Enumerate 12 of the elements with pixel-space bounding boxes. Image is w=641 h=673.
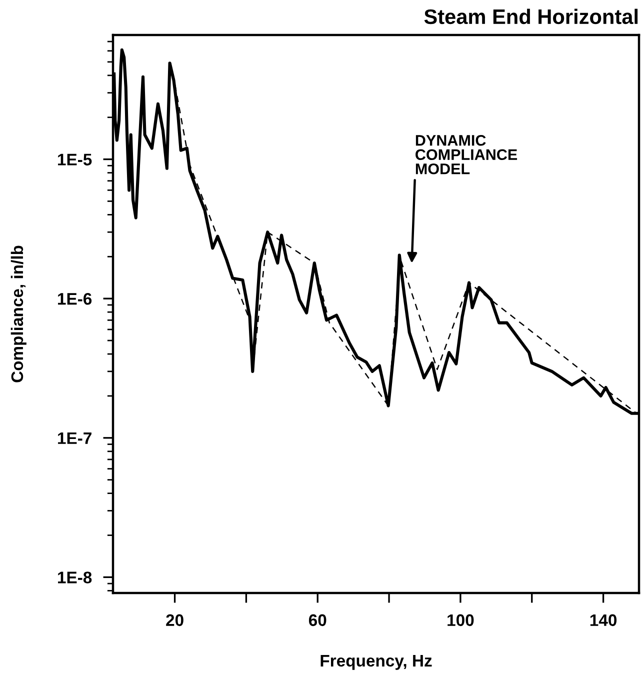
x-tick-label: 100 (448, 614, 474, 626)
x-tick-label: 60 (308, 614, 326, 626)
y-tick-label: 1E-6 (58, 292, 92, 305)
x-tick-label: 140 (590, 614, 617, 626)
chart-title: Steam End Horizontal (424, 8, 638, 24)
y-tick-label: 1E-7 (58, 432, 92, 444)
x-tick-label: 20 (166, 614, 184, 626)
annotation: DYNAMIC COMPLIANCE MODEL (416, 134, 518, 174)
y-axis-title: Compliance, in/lb (10, 246, 26, 382)
y-tick-label: 1E-5 (58, 154, 92, 166)
x-axis-title: Frequency, Hz (320, 654, 432, 670)
y-tick-label: 1E-8 (58, 572, 92, 584)
